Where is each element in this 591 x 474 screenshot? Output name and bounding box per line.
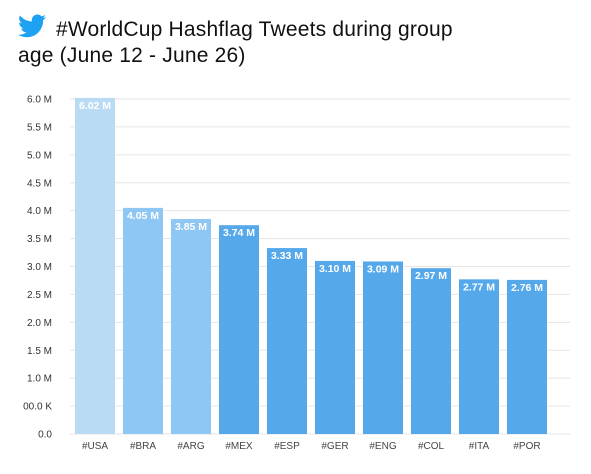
bar-value-label: 3.09 M bbox=[367, 263, 399, 275]
x-category-label: #ENG bbox=[369, 441, 396, 452]
bar[interactable] bbox=[75, 97, 115, 434]
bar-value-label: 3.33 M bbox=[271, 250, 303, 262]
bar-value-label: 3.74 M bbox=[223, 227, 255, 239]
bar-value-label: 2.76 M bbox=[511, 282, 543, 294]
y-tick-label: 2.5 M bbox=[27, 290, 52, 301]
bar[interactable] bbox=[315, 260, 355, 434]
y-tick-label: 4.5 M bbox=[27, 178, 52, 189]
chart-title-line2: age (June 12 - June 26) bbox=[18, 44, 246, 67]
x-category-label: #POR bbox=[513, 441, 540, 452]
y-tick-label: 4.0 M bbox=[27, 206, 52, 217]
bar-value-label: 4.05 M bbox=[127, 210, 159, 222]
twitter-bird-icon bbox=[18, 14, 46, 38]
bar-value-label: 2.97 M bbox=[415, 270, 447, 282]
bar[interactable] bbox=[363, 261, 403, 434]
y-tick-label: 6.0 M bbox=[27, 95, 52, 106]
bar[interactable] bbox=[171, 219, 211, 434]
bars-layer bbox=[75, 97, 547, 434]
bar[interactable] bbox=[411, 268, 451, 434]
bar-value-label: 2.77 M bbox=[463, 281, 495, 293]
y-tick-label: 00.0 K bbox=[23, 402, 52, 413]
bar[interactable] bbox=[267, 248, 307, 434]
y-tick-label: 1.0 M bbox=[27, 374, 52, 385]
x-category-label: #ARG bbox=[177, 441, 204, 452]
x-category-label: #ITA bbox=[469, 441, 490, 452]
y-tick-label: 2.0 M bbox=[27, 318, 52, 329]
x-category-label: #USA bbox=[82, 441, 108, 452]
bar-value-label: 6.02 M bbox=[79, 100, 111, 112]
y-tick-label: 3.0 M bbox=[27, 262, 52, 273]
bar[interactable] bbox=[219, 225, 259, 434]
y-tick-label: 3.5 M bbox=[27, 234, 52, 245]
x-category-label: #ESP bbox=[274, 441, 300, 452]
x-category-label: #BRA bbox=[130, 441, 156, 452]
bar[interactable] bbox=[459, 279, 499, 434]
bar-value-label: 3.85 M bbox=[175, 221, 207, 233]
bar[interactable] bbox=[507, 279, 547, 434]
chart-title-line1: #WorldCup Hashflag Tweets during group bbox=[56, 18, 453, 41]
x-category-label: #COL bbox=[418, 441, 445, 452]
y-tick-label: 5.0 M bbox=[27, 150, 52, 161]
bar-value-label: 3.10 M bbox=[319, 263, 351, 275]
y-tick-label: 1.5 M bbox=[27, 346, 52, 357]
bar[interactable] bbox=[123, 207, 163, 434]
x-category-label: #GER bbox=[321, 441, 348, 452]
y-tick-label: 5.5 M bbox=[27, 122, 52, 133]
x-category-label: #MEX bbox=[225, 441, 253, 452]
y-tick-label: 0.0 bbox=[38, 430, 52, 441]
labels-layer: 0.0 00.0 K 1.0 M 1.5 M 2.0 M 2.5 M 3.0 M 3.5 M 4… bbox=[23, 95, 543, 453]
